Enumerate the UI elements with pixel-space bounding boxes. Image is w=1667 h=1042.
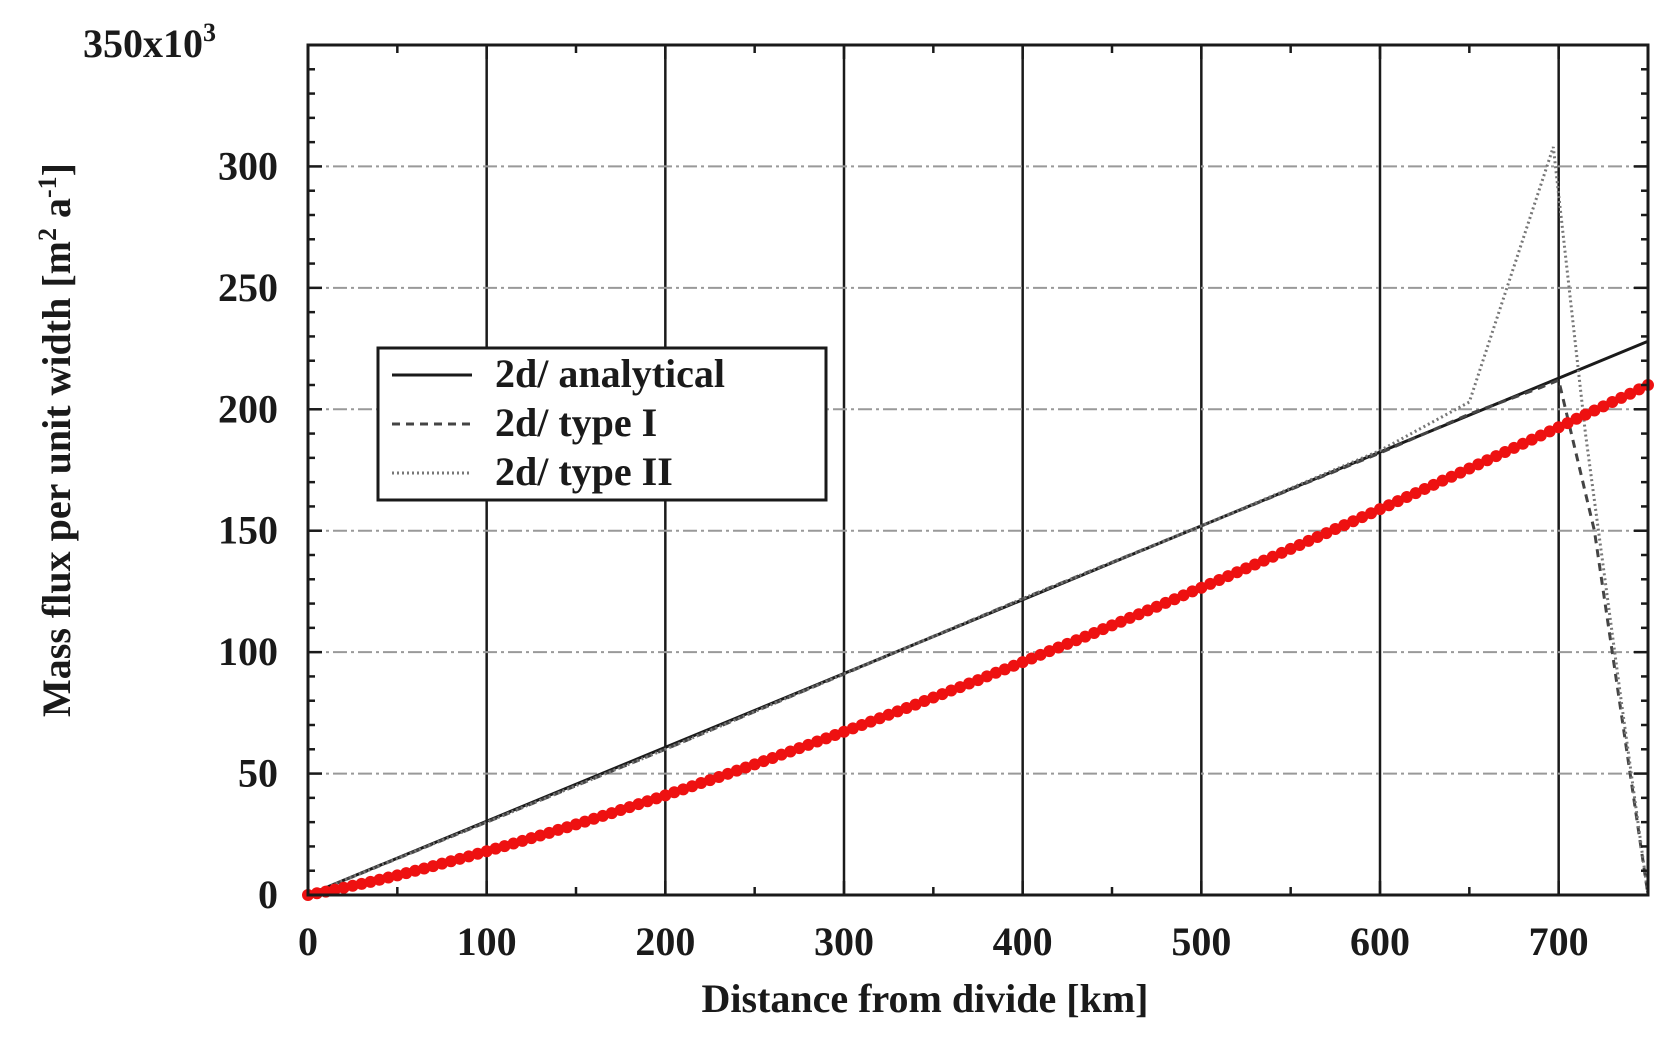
axis-ticks [306,43,1650,897]
series-lines [307,146,1650,897]
y-tick-label: 0 [258,872,278,917]
y-axis-title-end: ] [34,163,79,176]
plot-frame [306,43,1650,897]
marker-point [1391,495,1404,508]
legend-label-analytical: 2d/ analytical [495,351,725,396]
y-tick-label: 250 [218,265,278,310]
red-marker-series [302,379,1654,901]
x-tick-label: 0 [298,919,318,964]
x-tick-label: 200 [635,919,695,964]
y-top-label-exponent: 3 [203,18,216,47]
marker-point [1570,412,1583,425]
x-tick-label: 700 [1529,919,1589,964]
marker-point [328,883,341,896]
marker-point [1490,450,1503,463]
marker-point [1365,507,1378,520]
marker-point [355,877,368,890]
marker-point [1552,421,1565,434]
marker-point [1409,487,1422,500]
marker-point [1597,400,1610,413]
y-top-label: 350x103 [83,18,216,66]
marker-point [1525,433,1538,446]
y-axis-title: Mass flux per unit width [m2 a-1] [33,163,79,717]
y-axis-title-mid: a [34,198,79,228]
marker-point [1347,515,1360,528]
marker-point [1427,478,1440,491]
x-tick-label: 300 [814,919,874,964]
y-tick-label: 300 [218,143,278,188]
x-tick-label: 500 [1171,919,1231,964]
marker-point [1508,441,1520,454]
x-tick-label: 600 [1350,919,1410,964]
x-tick-label: 400 [993,919,1053,964]
marker-point [1382,499,1395,512]
marker-point [1588,404,1601,417]
marker-point [1579,408,1592,421]
y-axis-title-sup2: -1 [33,176,62,198]
marker-point [1481,454,1494,467]
y-tick-label: 100 [218,629,278,674]
x-tick-label: 100 [457,919,517,964]
x-axis-title: Distance from divide [km] [702,976,1149,1021]
y-axis-title-sup1: 2 [33,228,62,241]
marker-point [1472,458,1485,471]
marker-point [1543,425,1556,438]
marker-point [1633,383,1646,396]
series-line-2 [307,146,1650,897]
marker-point [1454,466,1467,479]
marker-point [1293,539,1306,552]
marker-point [1499,446,1512,459]
marker-point [1445,470,1458,483]
y-tick-label: 150 [218,508,278,553]
legend-label-type-ii: 2d/ type II [495,449,673,494]
marker-point [1561,417,1574,430]
marker-point [1463,462,1476,475]
marker-point [1624,387,1637,400]
marker-point [1606,396,1619,408]
legend-label-type-i: 2d/ type I [495,400,657,445]
marker-point [1615,391,1628,404]
y-tick-label: 50 [238,751,278,796]
marker-point [346,879,359,892]
marker-point [1534,429,1547,442]
marker-point [1516,437,1529,450]
y-tick-label: 200 [218,386,278,431]
marker-point [1418,482,1431,495]
legend: 2d/ analytical 2d/ type I 2d/ type II [376,346,828,502]
marker-point [337,881,350,894]
tick-labels: 0 100 200 300 400 500 600 700 0 50 100 150 200 250 300 [218,143,1589,964]
marker-point [1320,527,1333,540]
